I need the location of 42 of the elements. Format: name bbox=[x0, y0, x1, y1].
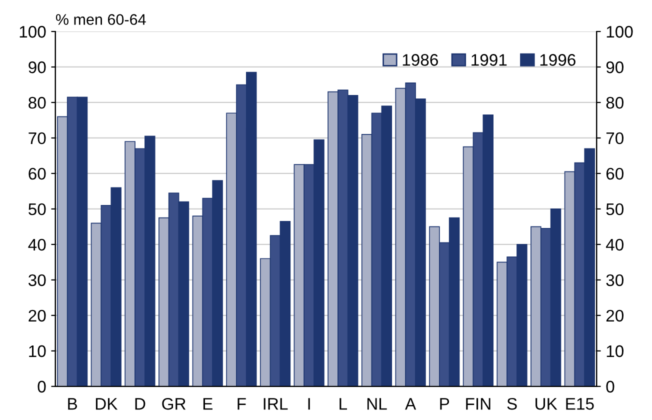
y2-tick-label: 80 bbox=[606, 96, 624, 109]
y2-tick-label: 60 bbox=[606, 168, 624, 180]
y-tick-label: 50 bbox=[28, 203, 46, 216]
y-tick-label: 20 bbox=[28, 310, 46, 322]
x-tick-label: E bbox=[203, 398, 212, 410]
y-tick-label: 40 bbox=[28, 238, 46, 251]
legend-label: 1986 bbox=[402, 54, 438, 66]
y2-tick-label: 20 bbox=[606, 310, 624, 322]
x-tick-label: E15 bbox=[566, 398, 594, 410]
y2-tick-label: 70 bbox=[606, 132, 624, 144]
x-tick-label: F bbox=[238, 398, 246, 410]
y2-tick-label: 50 bbox=[606, 203, 624, 216]
x-tick-label: B bbox=[68, 398, 78, 410]
x-tick-label: I bbox=[308, 398, 310, 410]
y-tick-label: 100 bbox=[20, 26, 46, 38]
y-tick-label: 80 bbox=[28, 96, 46, 109]
x-tick-label: UK bbox=[536, 398, 558, 410]
y2-tick-label: 90 bbox=[606, 61, 624, 74]
x-tick-label: A bbox=[405, 398, 416, 410]
x-tick-label: L bbox=[340, 398, 347, 410]
y-tick-label: 0 bbox=[38, 380, 46, 393]
x-tick-label: DK bbox=[96, 398, 118, 410]
y2-tick-label: 100 bbox=[606, 26, 633, 38]
x-tick-label: S bbox=[507, 398, 517, 410]
x-tick-label: IRL bbox=[264, 398, 288, 410]
y-tick-label: 30 bbox=[28, 274, 46, 286]
y2-tick-label: 40 bbox=[606, 238, 624, 251]
legend-label: 1991 bbox=[472, 54, 507, 66]
y-tick-label: 90 bbox=[28, 61, 46, 74]
y-tick-label: 70 bbox=[28, 132, 46, 144]
x-tick-label: D bbox=[135, 398, 146, 410]
x-tick-label: P bbox=[440, 398, 450, 410]
x-tick-label: FIN bbox=[466, 398, 490, 410]
legend-label: 1996 bbox=[540, 54, 576, 66]
y2-tick-label: 0 bbox=[606, 380, 614, 393]
y-tick-label: 60 bbox=[28, 168, 46, 180]
y2-tick-label: 10 bbox=[606, 345, 624, 358]
y2-tick-label: 30 bbox=[606, 274, 624, 286]
x-tick-label: GR bbox=[162, 398, 186, 410]
y-tick-label: 10 bbox=[29, 345, 46, 358]
y-axis-title: % men 60-64 bbox=[56, 14, 146, 25]
x-tick-label: NL bbox=[367, 398, 387, 410]
